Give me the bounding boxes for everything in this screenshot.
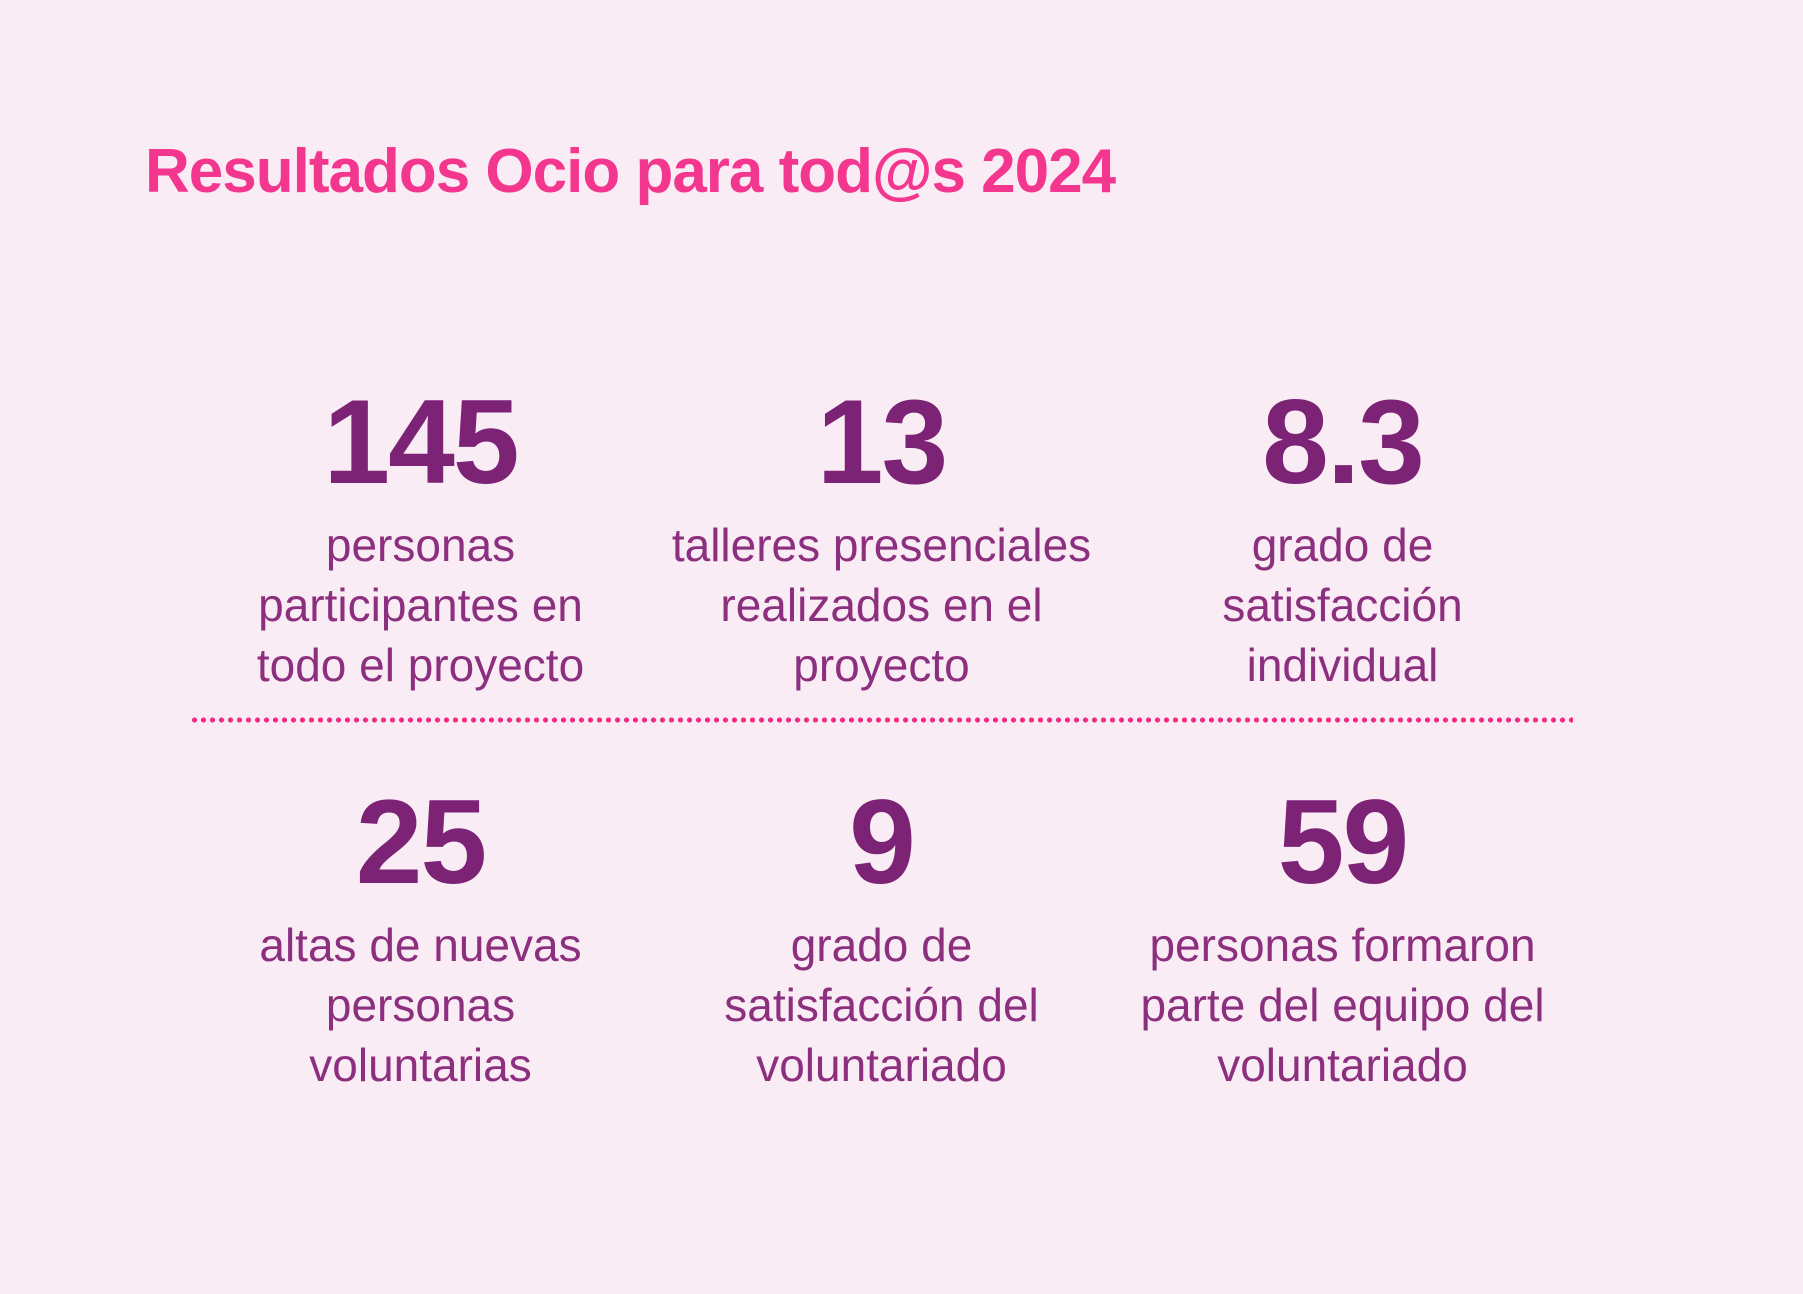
- stats-grid: 145 personas participantes en todo el pr…: [190, 379, 1573, 1095]
- stat-value: 13: [816, 375, 948, 510]
- stat-value: 59: [1277, 775, 1409, 910]
- stat-block-volunteer-satisfaction: 9 grado de satisfacción del voluntariado: [651, 779, 1112, 1095]
- stat-block-volunteer-team: 59 personas formaron parte del equipo de…: [1112, 779, 1573, 1095]
- stat-label: personas formaron parte del equipo del v…: [1140, 919, 1545, 1092]
- stat-block-participants: 145 personas participantes en todo el pr…: [190, 379, 651, 695]
- stat-value: 25: [355, 775, 487, 910]
- stat-label: altas de nuevas personas voluntarias: [259, 919, 582, 1092]
- stat-block-new-volunteers: 25 altas de nuevas personas voluntarias: [190, 779, 651, 1095]
- stat-label: talleres presenciales realizados en el p…: [671, 519, 1092, 692]
- stat-label: personas participantes en todo el proyec…: [256, 519, 585, 692]
- stat-value: 9: [849, 775, 916, 910]
- stat-label: grado de satisfacción del voluntariado: [724, 919, 1039, 1092]
- stat-block-individual-satisfaction: 8.3 grado de satisfacción individual: [1112, 379, 1573, 695]
- stats-row-bottom: 25 altas de nuevas personas voluntarias …: [190, 779, 1573, 1095]
- stat-value: 8.3: [1262, 375, 1425, 510]
- page-title: Resultados Ocio para tod@s 2024: [145, 137, 1116, 206]
- dotted-divider: [190, 717, 1573, 724]
- stat-block-workshops: 13 talleres presenciales realizados en e…: [651, 379, 1112, 695]
- stat-value: 145: [323, 375, 519, 510]
- stat-label: grado de satisfacción individual: [1222, 519, 1463, 692]
- stats-row-top: 145 personas participantes en todo el pr…: [190, 379, 1573, 695]
